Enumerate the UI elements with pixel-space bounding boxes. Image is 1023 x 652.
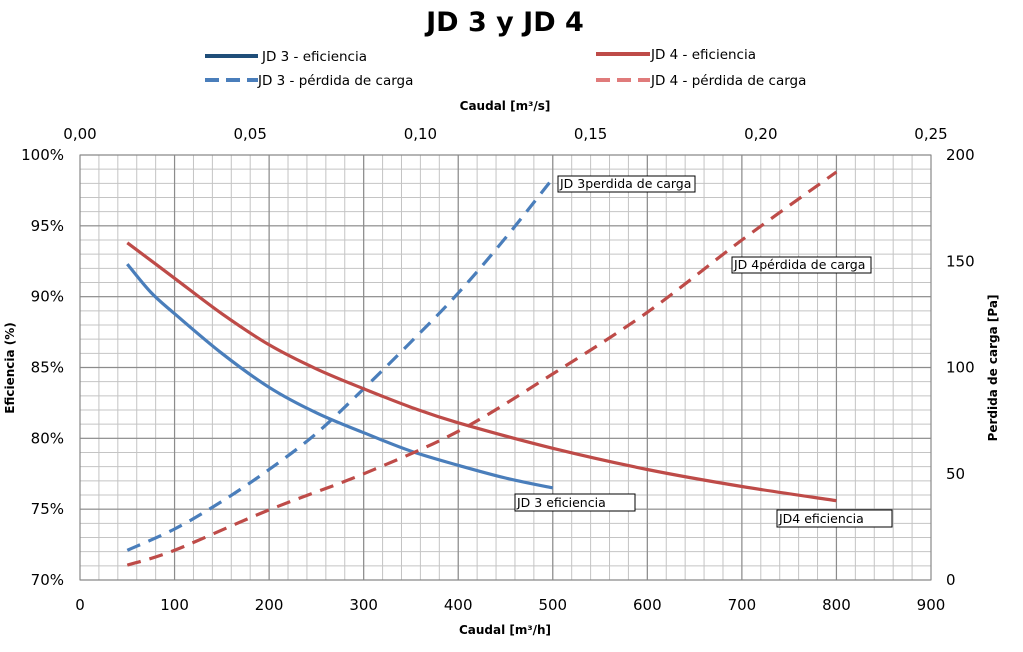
annotation-label-0: JD 3perdida de carga — [559, 176, 691, 191]
x-tick-label: 700 — [728, 596, 757, 614]
annotation-box-3 — [776, 509, 893, 528]
y-right-tick-label: 0 — [946, 571, 956, 589]
x-tick-label: 300 — [349, 596, 378, 614]
series-line-3 — [126, 170, 838, 567]
x-top-tick-label: 0,05 — [233, 125, 266, 143]
annotation-box-0 — [557, 175, 696, 193]
y-left-tick-label: 95% — [31, 217, 64, 235]
x-tick-label: 500 — [538, 596, 567, 614]
series-line-1 — [126, 177, 555, 552]
x-tick-label: 0 — [75, 596, 85, 614]
y-left-tick-label: 100% — [21, 146, 64, 164]
y-left-tick-label: 80% — [31, 429, 64, 447]
y-right-tick-label: 100 — [946, 359, 975, 377]
x-tick-label: 800 — [822, 596, 851, 614]
x-axis-title-bottom: Caudal [m³/h] — [459, 623, 551, 637]
y-axis-title-right: Perdida de carga [Pa] — [986, 295, 1000, 442]
series-line-0 — [126, 263, 554, 490]
legend-label-1: JD 3 - pérdida de carga — [257, 73, 413, 89]
annotation-box-1 — [731, 256, 872, 274]
y-left-tick-label: 70% — [31, 571, 64, 589]
plot-area-border — [79, 154, 932, 581]
y-right-tick-label: 50 — [946, 465, 965, 483]
annotation-label-3: JD4 eficiencia — [778, 511, 864, 526]
x-tick-label: 400 — [444, 596, 473, 614]
y-axis-title-left: Eficiencia (%) — [3, 322, 17, 414]
annotation-label-2: JD 3 eficiencia — [516, 495, 606, 510]
y-left-tick-label: 90% — [31, 288, 64, 306]
annotation-layer: JD 3perdida de carga JD 4pérdida de carga… — [514, 175, 893, 528]
y-right-tick-label: 200 — [946, 146, 975, 164]
x-tick-label: 100 — [160, 596, 189, 614]
x-tick-label: 900 — [917, 596, 946, 614]
x-tick-label: 600 — [633, 596, 662, 614]
annotation-box-2 — [514, 493, 636, 512]
x-top-tick-label: 0,00 — [63, 125, 96, 143]
x-top-tick-label: 0,10 — [404, 125, 437, 143]
x-top-tick-label: 0,25 — [914, 125, 947, 143]
x-top-tick-label: 0,20 — [744, 125, 777, 143]
x-top-tick-label: 0,15 — [574, 125, 607, 143]
y-left-tick-label: 75% — [31, 500, 64, 518]
x-tick-label: 200 — [255, 596, 284, 614]
legend: JD 3 - eficiencia JD 3 - pérdida de carga… — [205, 47, 806, 89]
annotation-label-1: JD 4pérdida de carga — [733, 257, 865, 272]
x-axis-title-top: Caudal [m³/s] — [460, 99, 551, 113]
legend-label-3: JD 4 - pérdida de carga — [650, 73, 806, 89]
legend-label-2: JD 4 - eficiencia — [650, 47, 756, 63]
series-layer — [126, 170, 838, 567]
y-right-tick-label: 150 — [946, 252, 975, 270]
y-left-tick-label: 85% — [31, 359, 64, 377]
series-line-2 — [126, 241, 837, 503]
legend-label-0: JD 3 - eficiencia — [261, 49, 367, 65]
chart-title: JD 3 y JD 4 — [424, 7, 584, 38]
